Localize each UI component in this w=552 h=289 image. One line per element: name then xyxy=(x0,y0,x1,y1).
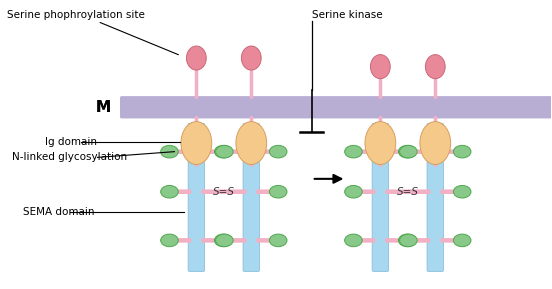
Text: M: M xyxy=(95,100,110,115)
FancyBboxPatch shape xyxy=(177,238,192,243)
Ellipse shape xyxy=(187,46,206,70)
FancyBboxPatch shape xyxy=(361,238,375,243)
FancyBboxPatch shape xyxy=(440,238,454,243)
Ellipse shape xyxy=(365,122,396,164)
Text: Serine phophroylation site: Serine phophroylation site xyxy=(7,10,145,20)
FancyBboxPatch shape xyxy=(201,238,216,243)
Ellipse shape xyxy=(269,186,287,198)
Ellipse shape xyxy=(453,234,471,247)
Text: M: M xyxy=(95,100,110,115)
Ellipse shape xyxy=(400,145,417,158)
FancyBboxPatch shape xyxy=(440,189,454,194)
Text: Ig domain: Ig domain xyxy=(45,137,97,147)
Ellipse shape xyxy=(236,122,267,164)
Ellipse shape xyxy=(161,234,178,247)
FancyBboxPatch shape xyxy=(232,238,246,243)
Ellipse shape xyxy=(370,55,390,79)
FancyBboxPatch shape xyxy=(177,149,192,154)
Ellipse shape xyxy=(453,186,471,198)
FancyBboxPatch shape xyxy=(440,149,454,154)
Ellipse shape xyxy=(215,145,232,158)
FancyBboxPatch shape xyxy=(361,189,375,194)
FancyBboxPatch shape xyxy=(243,123,259,272)
Ellipse shape xyxy=(453,145,471,158)
FancyBboxPatch shape xyxy=(256,238,270,243)
Ellipse shape xyxy=(161,186,178,198)
Ellipse shape xyxy=(344,145,362,158)
Ellipse shape xyxy=(426,55,445,79)
Ellipse shape xyxy=(181,122,212,164)
Ellipse shape xyxy=(344,234,362,247)
Ellipse shape xyxy=(216,145,233,158)
Ellipse shape xyxy=(215,234,232,247)
Text: S=S: S=S xyxy=(213,187,235,197)
Ellipse shape xyxy=(216,234,233,247)
Ellipse shape xyxy=(400,234,417,247)
Ellipse shape xyxy=(269,145,287,158)
Ellipse shape xyxy=(241,46,261,70)
FancyBboxPatch shape xyxy=(372,123,389,272)
FancyBboxPatch shape xyxy=(177,189,192,194)
FancyBboxPatch shape xyxy=(256,189,270,194)
FancyBboxPatch shape xyxy=(385,238,400,243)
FancyBboxPatch shape xyxy=(416,238,431,243)
FancyBboxPatch shape xyxy=(385,189,431,194)
Ellipse shape xyxy=(399,234,416,247)
Ellipse shape xyxy=(399,145,416,158)
Ellipse shape xyxy=(161,145,178,158)
Ellipse shape xyxy=(344,186,362,198)
Text: Serine kinase: Serine kinase xyxy=(312,10,383,20)
Bar xyxy=(122,97,552,117)
FancyBboxPatch shape xyxy=(416,149,431,154)
FancyBboxPatch shape xyxy=(188,123,205,272)
Text: S=S: S=S xyxy=(397,187,419,197)
FancyBboxPatch shape xyxy=(201,189,246,194)
FancyBboxPatch shape xyxy=(201,149,216,154)
FancyBboxPatch shape xyxy=(120,96,552,118)
FancyBboxPatch shape xyxy=(385,149,400,154)
Text: SEMA domain: SEMA domain xyxy=(23,207,95,217)
Ellipse shape xyxy=(420,122,450,164)
Ellipse shape xyxy=(269,234,287,247)
FancyBboxPatch shape xyxy=(232,149,246,154)
FancyBboxPatch shape xyxy=(256,149,270,154)
Text: N-linked glycosylation: N-linked glycosylation xyxy=(12,152,128,162)
FancyBboxPatch shape xyxy=(427,123,443,272)
FancyBboxPatch shape xyxy=(361,149,375,154)
